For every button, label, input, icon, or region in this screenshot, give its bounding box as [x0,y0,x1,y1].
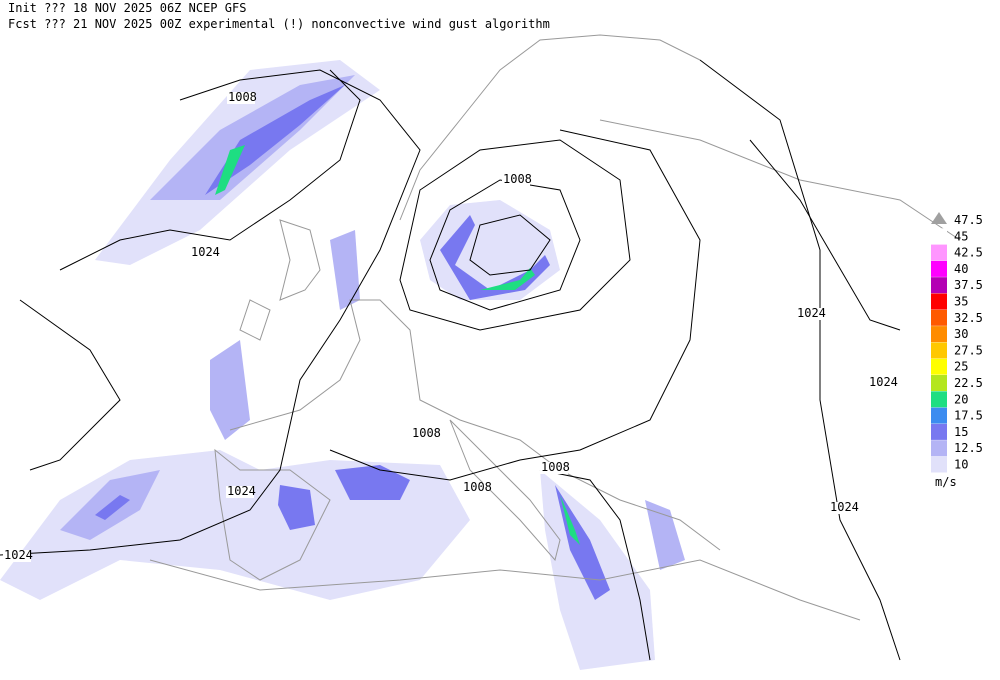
isobar-label: 1024 [797,306,826,320]
colorbar-label: 42.5 [954,246,983,260]
colorbar-swatch [931,423,947,440]
colorbar-swatch [931,326,947,343]
isobar-label: 1008 [228,90,257,104]
colorbar-label: 10 [954,458,968,472]
colorbar-label: 37.5 [954,278,983,292]
isobar-label-bg [226,486,254,498]
header-init: Init ??? 18 NOV 2025 06Z NCEP GFS [8,1,246,15]
isobar-label: 1024 [191,245,220,259]
colorbar-swatch [931,342,947,359]
colorbar-swatch [931,228,947,245]
colorbar-swatch [931,244,947,261]
isobar-label-bg [3,550,31,562]
isobar-label: 1024 [227,484,256,498]
colorbar-swatch [931,375,947,391]
isobar-label-bg [190,247,218,259]
colorbar-label: 40 [954,262,968,276]
colorbar-unit: m/s [935,475,957,489]
isobar-label-bg [796,308,824,320]
isobar-label-bg [502,174,530,186]
colorbar-label: 12.5 [954,441,983,455]
colorbar-swatch [931,440,947,457]
colorbar-swatch [931,260,947,277]
isobar-label-layer: 1008 1024 1008 1024 1024 1008 1008 1008 1024 1024… [3,90,898,562]
isobar-label: 1024 [869,375,898,389]
isobar-label: 1008 [541,460,570,474]
isobar-label-bg [462,482,490,494]
colorbar-swatch [931,358,947,375]
isobar-label: 1008 [412,426,441,440]
isobar-label: 1008 [503,172,532,186]
colorbar-label: 20 [954,392,968,406]
isobar-label-bg [227,92,255,104]
isobar-label-bg [829,502,857,514]
colorbar-label: 27.5 [954,343,983,357]
colorbar-swatch [931,456,947,473]
isobar-label-bg [540,462,568,474]
header-forecast: Fcst ??? 21 NOV 2025 00Z experimental (!… [8,17,550,31]
colorbar-swatch [931,309,947,326]
isobar-label: 1008 [463,480,492,494]
colorbar-label: 17.5 [954,409,983,423]
colorbar-swatch [931,407,947,424]
isobar-label: 1024 [830,500,859,514]
colorbar: 47.5 45 42.5 40 37.5 35 32.5 30 27.5 25 22.5 20 17.5… [931,212,983,489]
colorbar-label: 32.5 [954,311,983,325]
coastlines [149,34,961,621]
colorbar-label: 22.5 [954,376,983,390]
colorbar-label: 30 [954,327,968,341]
isobar-label: 1024 [4,548,33,562]
colorbar-swatch [931,391,947,408]
isobars [0,59,901,661]
colorbar-triangle [931,212,947,224]
colorbar-label: 25 [954,360,968,374]
colorbar-label: 35 [954,295,968,309]
colorbar-label: 45 [954,229,968,243]
colorbar-swatch [931,293,947,310]
isobar-label-bg [868,377,896,389]
colorbar-swatch [931,277,947,294]
isobar-label-bg [411,428,439,440]
wind-shading [0,60,685,670]
colorbar-label: 47.5 [954,213,983,227]
colorbar-label: 15 [954,425,968,439]
